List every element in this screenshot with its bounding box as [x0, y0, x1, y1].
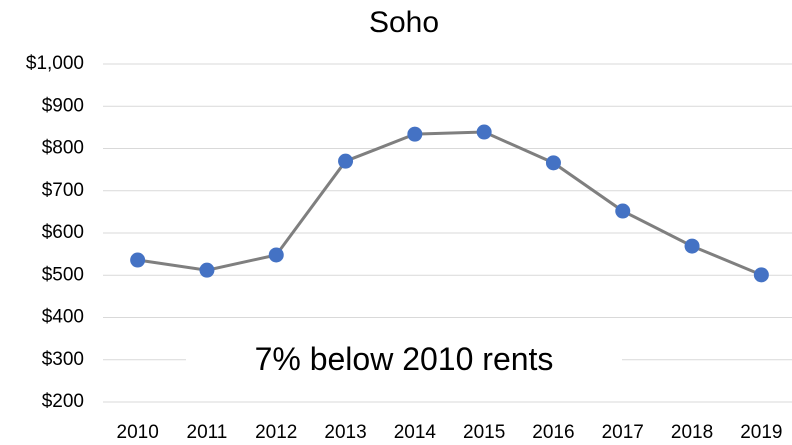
data-point — [545, 155, 561, 171]
y-tick-label: $300 — [42, 349, 84, 370]
x-tick-label: 2017 — [602, 422, 644, 443]
annotation: 7% below 2010 rents — [255, 341, 554, 377]
x-tick-label: 2011 — [187, 422, 228, 443]
x-tick-label: 2010 — [117, 422, 159, 443]
y-tick-label: $1,000 — [26, 53, 84, 74]
data-point — [199, 262, 215, 278]
x-tick-label: 2016 — [532, 422, 574, 443]
x-tick-label: 2014 — [394, 422, 437, 443]
x-tick-label: 2018 — [671, 422, 713, 443]
annotation-bg — [186, 337, 622, 382]
y-tick-label: $700 — [42, 180, 84, 201]
data-point — [476, 124, 492, 140]
data-point — [684, 238, 700, 254]
data-point — [130, 252, 146, 268]
data-point — [615, 203, 631, 219]
x-tick-label: 2015 — [463, 422, 505, 443]
data-point — [338, 153, 354, 169]
x-tick-label: 2012 — [255, 422, 297, 443]
y-tick-label: $800 — [42, 138, 84, 159]
data-point — [753, 267, 769, 283]
x-tick-label: 2013 — [324, 422, 366, 443]
series-line — [137, 130, 762, 277]
y-tick-label: $200 — [42, 391, 84, 412]
data-point — [407, 126, 423, 142]
data-point — [268, 247, 284, 263]
y-tick-label: $500 — [42, 264, 84, 285]
x-tick-label: 2019 — [740, 422, 782, 443]
y-tick-label: $400 — [42, 307, 84, 328]
chart-title: Soho — [369, 6, 439, 39]
y-tick-label: $900 — [42, 95, 84, 116]
y-tick-label: $600 — [42, 222, 84, 243]
